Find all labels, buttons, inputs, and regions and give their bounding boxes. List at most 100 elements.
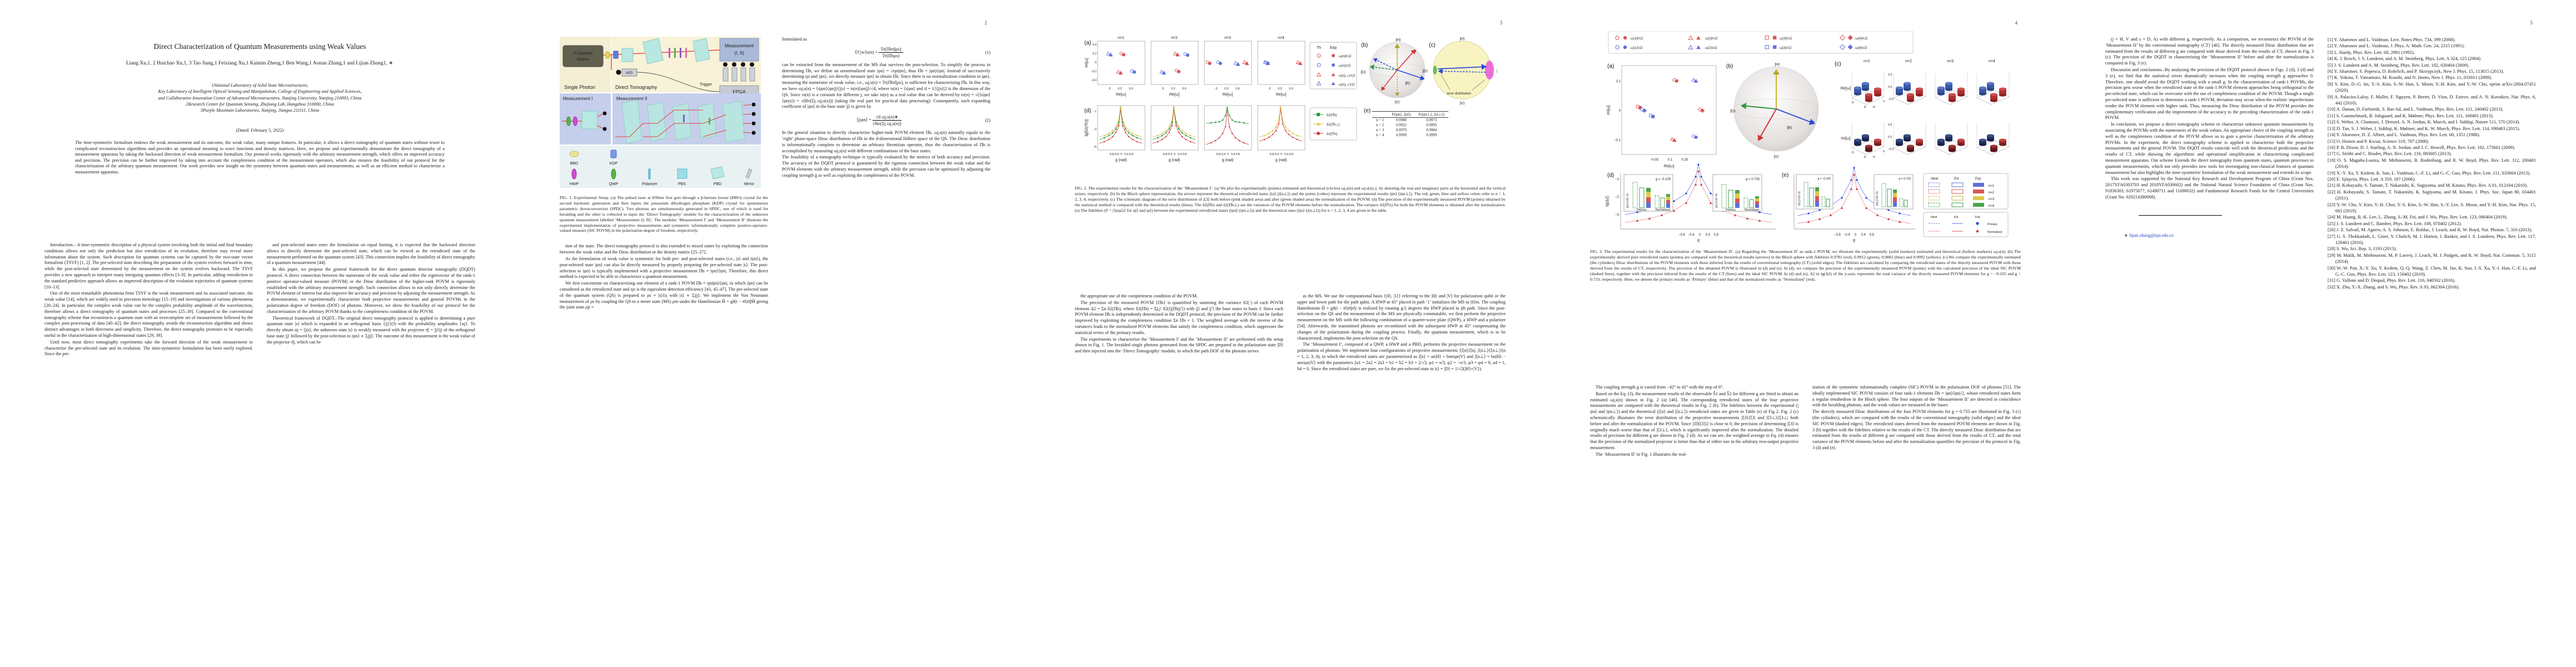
fig2-c-D: |D⟩ <box>1422 69 1428 73</box>
fig3-results: ω(1)H,D ω(1)V,D ω(2)H,D ω(2)V,D ω(3)H,D … <box>1606 31 2010 242</box>
table-cell: 0.9979 <box>1396 128 1407 132</box>
scatter-point <box>1640 107 1645 112</box>
fig3-b-H: |H⟩ <box>1775 62 1780 67</box>
fig2-a-xlabel: Re[ω] <box>1116 93 1126 97</box>
laser-label-1: Ti Sapphire <box>573 52 593 56</box>
fig2-a-title-4: n=4 <box>1278 36 1284 40</box>
reference-item: [7] K. Yokota, T. Yamamoto, M. Koashi, a… <box>2328 75 2493 81</box>
equation-lead: formulated as <box>782 37 807 42</box>
scatter-point <box>1638 106 1642 109</box>
reference-item: [4] K. J. Resch, J. S. Lundeen, and A. M… <box>2328 56 2482 62</box>
reference-item: [9] A. Palacios-Laloy, F. Mallet, F. Ngu… <box>2328 94 2536 106</box>
fig2-a-title-3: n=3 <box>1224 36 1231 40</box>
fig3-top-legend: ω(1)H,D ω(1)V,D ω(2)H,D ω(2)V,D ω(3)H,D … <box>1608 31 1914 54</box>
fig2-a-ylabel: Im[ω] <box>1085 58 1089 67</box>
ztick: 0.0 <box>1888 136 1892 139</box>
fig2-legend-item: ω(n),⊥V,D <box>1339 83 1355 87</box>
fig2-legend-exp: Exp <box>1330 46 1337 50</box>
ztick: −0.5 <box>1888 98 1894 101</box>
legend-row: Normalized <box>1987 231 2002 234</box>
scatter-point <box>1694 135 1698 140</box>
scatter-point <box>1185 53 1189 57</box>
paragraph: The precision of the measured POVM {Π̂n}… <box>1075 300 1283 335</box>
table-cell: 0.9984 <box>1426 128 1437 132</box>
scatter-point <box>1697 107 1702 112</box>
page-number: 5 <box>2530 20 2533 26</box>
reference-item: [12] S. Weber, A. Chantasri, J. Dressel,… <box>2328 120 2520 125</box>
fig2-a-legend: Th Exp ω(n)H,D ω(n)V,D ω(n),⊥H,D ω(n),⊥V… <box>1309 42 1357 89</box>
paragraph: The directly measured Dirac distribution… <box>1812 409 2021 450</box>
fig1-measurement-I-panel: Measurement I <box>560 93 611 145</box>
qwp-label: QWP <box>609 182 619 186</box>
fig2-d-ytick: −3 <box>1093 128 1097 131</box>
affiliation-line: 1National Laboratory of Solid State Micr… <box>211 83 308 88</box>
apd-label: APD <box>626 72 633 75</box>
fig3-d-precision: (d) −1 −2 −3 lg(Δ2) −0.8 −0.4 <box>1606 163 1776 242</box>
fig2-b-H: |H⟩ <box>1396 38 1401 42</box>
fig2-c-error-label: error distribution <box>1447 92 1471 96</box>
fig2-a-title-1: n=1 <box>1118 36 1124 40</box>
table-cell: n = 1 <box>1376 118 1384 122</box>
eq2-denominator: √Re(Σj ωj,s(n)) <box>872 121 901 127</box>
fig2-a-ytick: 0.2 <box>1093 52 1097 56</box>
scatter-point <box>1242 59 1247 64</box>
paragraph: The ‘Measurement I’, composed of a QWP, … <box>1297 342 1506 371</box>
page-number: 4 <box>2015 20 2018 26</box>
kdp-label: KDP <box>610 162 618 166</box>
reference-item: [28] S. Wu, Sci. Rep. 3, 1193 (2013). <box>2328 246 2397 252</box>
scatter-point <box>1244 61 1249 65</box>
p4-column-left: The coupling strength g is varied from −… <box>1590 385 1798 459</box>
legend-header: Est <box>1954 177 1959 181</box>
legend-row: Primary <box>1987 223 1997 226</box>
fig3-d-xticks: −0.8 −0.4 0 0.4 0.8 <box>1678 233 1719 237</box>
scatter-point <box>1675 79 1678 83</box>
paragraph: Until now, most direct tomography experi… <box>44 339 253 357</box>
fig2-b-D: |D⟩ <box>1361 70 1366 74</box>
reference-item: [8] Y. Kim, D.-G. Im, Y.-S. Kim, S.-W. H… <box>2328 81 2536 93</box>
fig2-a-xlabel: Re[ω] <box>1223 93 1233 97</box>
scatter-point <box>1642 108 1647 113</box>
reference-item: [21] H. Kobayashi, S. Tamate, T. Nakanis… <box>2328 183 2528 188</box>
fig2-b-label: (b) <box>1361 42 1368 48</box>
fig2-d-panels: −1 −3 −5 lg[δ2(Π̂n)] -0.8-0.4 0 0.4 0.8 … <box>1085 105 1306 162</box>
fig3-e-precision: (e) −0.8 −0.4 0 0.4 0.8 g g = -0.105 Δ2,… <box>1782 167 1915 242</box>
scatter-point <box>1218 61 1222 66</box>
scatter-point <box>1159 69 1164 74</box>
reference-item: [22] H. Kobayashi, S. Tamate, T. Nakanis… <box>2328 189 2536 201</box>
scatter-point <box>1651 115 1655 118</box>
fig3-b-V: |V⟩ <box>1773 155 1778 159</box>
fig2-d-xticks: -0.8-0.4 0 0.4 0.8 <box>1162 153 1187 156</box>
reference-item: [10] A. Danan, D. Farfurnik, S. Bar-Ad, … <box>2328 107 2504 112</box>
reference-item: [19] X.-Y. Xu, Y. Kedem, K. Sun, L. Vaid… <box>2328 170 2531 176</box>
scatter-point <box>1691 77 1696 82</box>
fig1-laser: Ti Sapphire 830nm <box>562 45 604 67</box>
paragraph: Based on the Eq. (3), the measurement re… <box>1590 391 1798 450</box>
table-cell: 0.9999 <box>1396 133 1407 137</box>
table-cell: 0.9995 <box>1426 123 1437 127</box>
eq1-number: (1) <box>985 49 990 55</box>
table-row: n = 3 0.9979 0.9984 <box>1372 128 1448 133</box>
fig3-ideal-est-exp-legend: Ideal Est Exp n=1 n=2 n=3 n=4 <box>1923 173 2009 210</box>
fig2-caption: FIG. 2. The experimental results for the… <box>1075 186 1506 213</box>
fig2-legend-item: ω(n)V,D <box>1339 64 1351 68</box>
scatter-point <box>1108 52 1113 57</box>
scatter-point <box>1693 78 1698 83</box>
fig3-legend-item: ω(1)H,D <box>1631 37 1643 41</box>
scatter-point <box>1672 138 1677 142</box>
measurement-2-label: Measurement II <box>616 96 647 101</box>
bbo-label: BBO <box>570 162 579 166</box>
scatter-point <box>1700 108 1705 113</box>
hwp-label: HWP <box>570 182 579 186</box>
reference-item: [30] W.-W. Pan, X.-Y. Xu, Y. Kedem, Q.-Q… <box>2328 265 2536 277</box>
reference-item: [2] Y. Aharonov and L. Vaidman, J. Phys.… <box>2328 43 2465 49</box>
fig3-legend-item: ω(1)V,D <box>1631 47 1643 50</box>
inset-title: g = 0.733 <box>1899 177 1911 181</box>
base-label: D <box>1852 101 1854 104</box>
fig2-legend-item: ω(n),⊥H,D <box>1339 74 1356 78</box>
fig2-c-H: |H⟩ <box>1459 37 1465 41</box>
eq1-numerator: Tr(Π̂nπ̂jρs) <box>879 47 903 53</box>
single-photon-label: Single Photon <box>564 84 595 90</box>
fig2-results: (a) n=1 n=2 n=3 n=4 0.4 0.2 0 <box>1084 36 1502 162</box>
reference-item: [31] G. Vallone and D. Dequal, Phys. Rev… <box>2328 278 2455 283</box>
author-email-link[interactable]: lijian.zhang@nju.edu.cn <box>2129 232 2174 238</box>
